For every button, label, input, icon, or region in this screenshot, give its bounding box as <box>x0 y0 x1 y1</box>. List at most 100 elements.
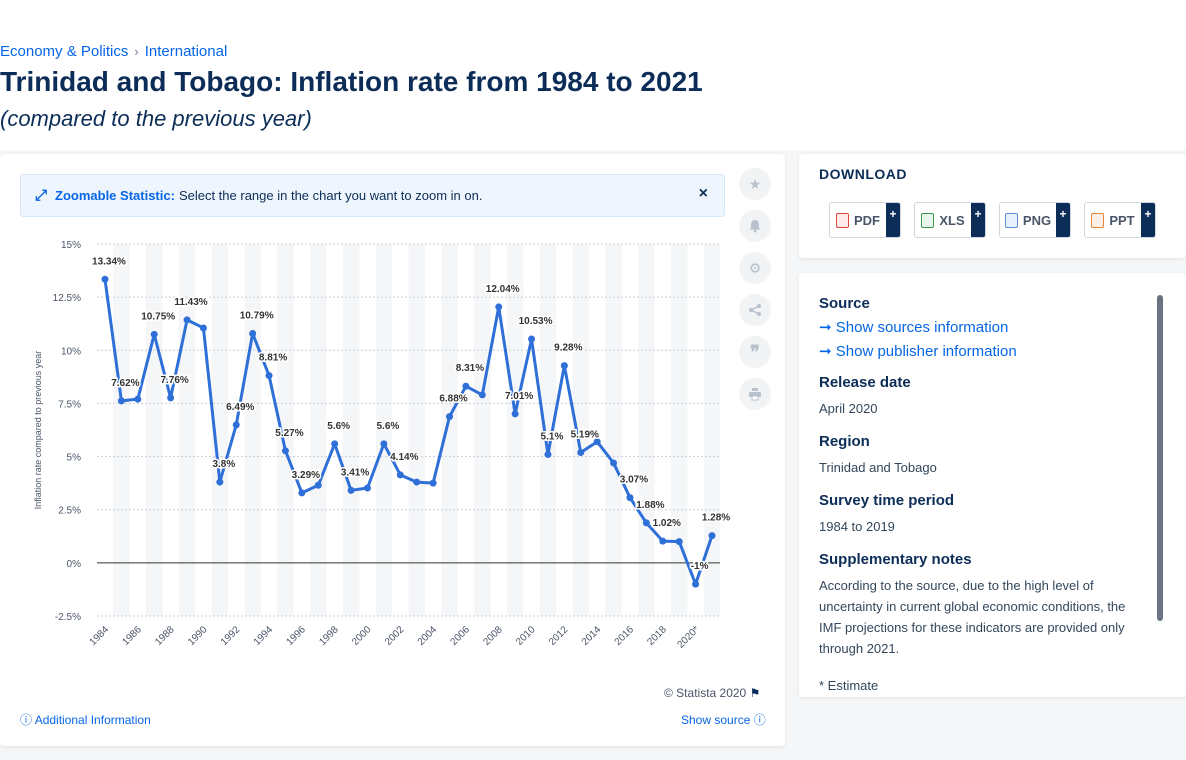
pdf-file-icon <box>836 212 849 228</box>
xls-file-icon <box>921 212 935 228</box>
settings-button[interactable]: ⚙ <box>739 252 771 284</box>
data-label: 5.27% <box>275 428 303 439</box>
data-point <box>396 471 404 479</box>
grid-band <box>146 244 163 616</box>
close-icon[interactable]: × <box>698 185 708 202</box>
data-point <box>134 395 142 403</box>
notification-button[interactable] <box>739 210 771 242</box>
download-ppt-label: PPT <box>1109 212 1135 228</box>
data-point <box>560 362 568 370</box>
download-pdf-button[interactable]: PDF + <box>829 202 901 238</box>
x-tick-label: 1984 <box>88 624 112 648</box>
grid-band <box>605 244 622 616</box>
zoom-banner-heading: Zoomable Statistic: <box>55 188 175 203</box>
data-point <box>478 391 486 399</box>
data-label: 3.41% <box>341 467 369 478</box>
grid-band <box>244 244 261 616</box>
x-tick-label: 1998 <box>317 624 341 648</box>
y-tick-label: 5% <box>67 453 82 464</box>
data-point <box>528 335 536 343</box>
supplementary-notes-label: Supplementary notes <box>819 551 972 568</box>
data-point <box>150 330 158 338</box>
y-tick-label: 10% <box>61 346 81 357</box>
info-content: Source ➞ Show sources information ➞ Show… <box>819 295 1149 696</box>
download-xls-button[interactable]: XLS + <box>914 202 986 238</box>
favorite-button[interactable]: ★ <box>739 168 771 200</box>
data-label: 10.79% <box>240 310 274 321</box>
grid-band <box>211 244 229 616</box>
data-label: 13.34% <box>92 256 126 267</box>
data-point <box>232 421 240 429</box>
breadcrumb-separator: › <box>134 44 139 59</box>
data-point <box>314 481 322 489</box>
zoom-banner: ⤢ Zoomable Statistic: Select the range i… <box>20 174 725 217</box>
bell-icon <box>749 220 761 233</box>
data-label: 1.02% <box>653 518 681 529</box>
gear-icon: ⚙ <box>748 259 762 276</box>
breadcrumb: Economy & Politics › International <box>0 43 227 60</box>
x-tick-label: 2010 <box>514 624 538 648</box>
y-tick-label: -2.5% <box>55 612 81 623</box>
x-tick-label: 2002 <box>383 624 407 648</box>
download-title: DOWNLOAD <box>819 166 907 182</box>
download-xls-label: XLS <box>939 212 965 228</box>
show-source-link[interactable]: Show source ⓘ <box>681 711 766 728</box>
page-title: Trinidad and Tobago: Inflation rate from… <box>0 66 703 97</box>
show-publisher-link[interactable]: ➞ Show publisher information <box>819 342 1149 360</box>
show-source-label: Show source <box>681 713 751 727</box>
data-point <box>708 532 716 540</box>
print-button[interactable] <box>739 378 771 410</box>
additional-information-link[interactable]: ⓘ Additional Information <box>20 711 151 728</box>
x-tick-label: 2000 <box>350 624 374 648</box>
grid-band <box>572 244 589 616</box>
info-icon: ⓘ <box>753 713 766 727</box>
data-point <box>462 382 470 390</box>
line-chart[interactable]: -2.5% 0% 2.5% 5% 7.5% 10% 12.5% 15% Inflation ra… <box>0 224 730 664</box>
data-point <box>544 450 552 458</box>
y-tick-label: 12.5% <box>53 293 81 304</box>
data-label: 5.19% <box>571 430 599 441</box>
data-point <box>199 324 207 332</box>
breadcrumb-economy-politics[interactable]: Economy & Politics <box>0 43 129 60</box>
data-point <box>249 329 257 337</box>
data-label: 5.1% <box>541 431 564 442</box>
breadcrumb-international[interactable]: International <box>144 43 228 60</box>
info-icon: ⓘ <box>20 713 33 727</box>
show-sources-link[interactable]: ➞ Show sources information <box>819 318 1149 336</box>
data-label: 11.43% <box>174 297 207 308</box>
additional-information-label: Additional Information <box>34 713 151 727</box>
data-label: 3.29% <box>292 470 320 481</box>
grid-band <box>408 244 425 616</box>
x-tick-label: 2016 <box>613 624 637 648</box>
header-area <box>0 0 1186 150</box>
data-label: 10.75% <box>141 311 175 322</box>
ppt-file-icon <box>1091 212 1105 228</box>
release-date-label: Release date <box>819 374 911 391</box>
zoom-banner-text: Select the range in the chart you want t… <box>178 188 483 203</box>
data-point <box>511 410 519 418</box>
download-ppt-button[interactable]: PPT + <box>1084 202 1156 238</box>
data-label: 10.53% <box>519 316 553 327</box>
y-tick-label: 15% <box>61 240 81 251</box>
info-scrollbar[interactable] <box>1157 295 1163 621</box>
share-button[interactable] <box>739 294 771 326</box>
cite-button[interactable]: ❞ <box>739 336 771 368</box>
download-png-button[interactable]: PNG + <box>999 202 1071 238</box>
x-tick-label: 2008 <box>481 624 505 648</box>
grid-band <box>539 244 557 616</box>
quote-icon: ❞ <box>750 341 760 362</box>
data-point <box>413 478 421 486</box>
series-line <box>103 279 714 586</box>
show-publisher-label: Show publisher information <box>835 343 1017 360</box>
data-label: 1.88% <box>636 500 664 511</box>
x-tick-label: 2012 <box>547 624 571 648</box>
arrow-right-icon: ➞ <box>819 319 832 336</box>
data-label: 1.28% <box>702 513 730 524</box>
data-point <box>298 489 306 497</box>
png-file-icon <box>1004 212 1018 228</box>
data-point <box>610 459 618 467</box>
x-tick-label: 1994 <box>252 624 276 648</box>
data-point <box>117 397 125 405</box>
release-date-value: April 2020 <box>819 401 878 416</box>
data-label: 3.07% <box>620 475 648 486</box>
